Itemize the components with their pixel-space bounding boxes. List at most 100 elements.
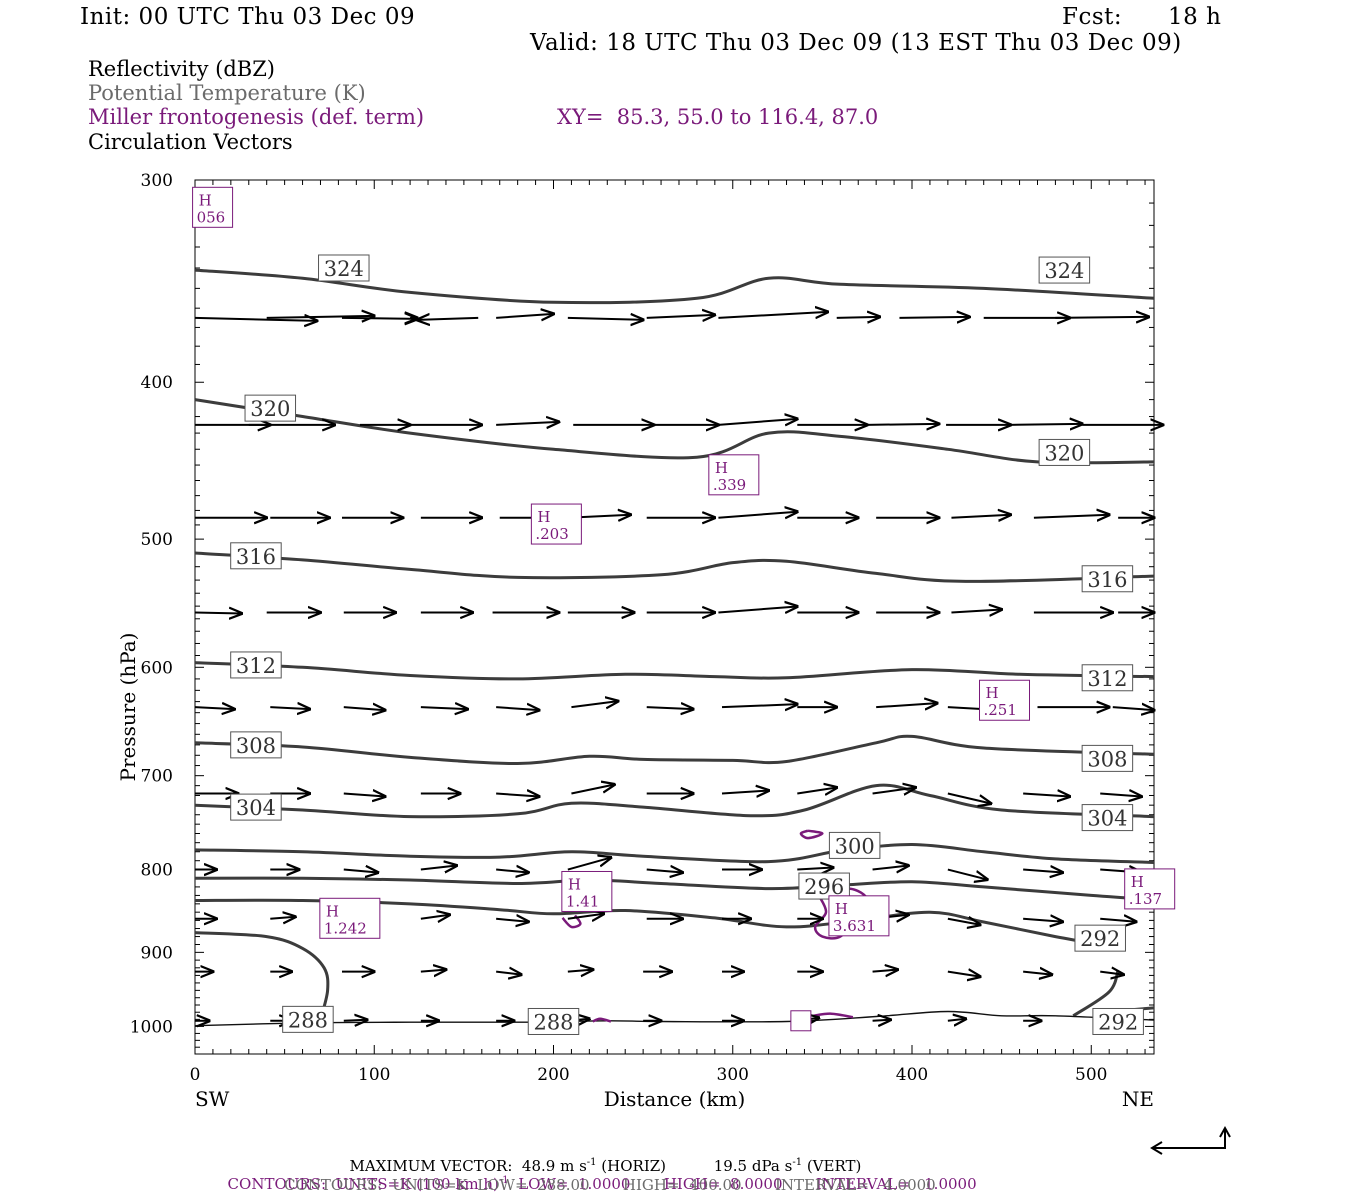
fcst-label: Fcst:: [1062, 4, 1123, 30]
frontogenesis-max-value: .137: [1129, 890, 1162, 908]
theta-label: 312: [236, 654, 276, 678]
circulation-vector: [496, 870, 528, 873]
circulation-vector: [270, 917, 295, 919]
x-tick-label: 300: [717, 1065, 749, 1085]
circulation-vector: [266, 316, 375, 318]
circulation-vector: [718, 419, 797, 425]
frontogenesis-contour: [813, 1012, 854, 1019]
circulation-vector: [1023, 870, 1062, 873]
circulation-vector: [947, 1019, 966, 1021]
x-tick-label: 100: [358, 1065, 390, 1085]
frontogenesis-max-value: 056: [197, 208, 226, 226]
frontogenesis-contour: [799, 829, 824, 840]
circulation-vector: [947, 868, 987, 880]
theta-label: 288: [288, 1008, 328, 1032]
theta-contour-line: [194, 783, 1155, 819]
circulation-vector: [797, 868, 833, 870]
circulation-vector: [194, 707, 234, 709]
contours-theta-note: CONTOURS: UNITS=K LOW= 288.00 HIGH= 400.…: [284, 1176, 936, 1194]
frontogenesis-max-label: H: [199, 191, 212, 209]
circulation-vector: [836, 317, 880, 318]
axis-labels: 0 100 200 300 400 500 300 400 500 600 700 800 900 100…: [116, 171, 1154, 1111]
theta-label: 288: [533, 1010, 573, 1034]
circulation-vector: [872, 1020, 891, 1021]
theta-label-box: [230, 542, 282, 570]
circulation-vector: [947, 919, 980, 925]
theta-label-box: [282, 1005, 334, 1033]
frontogenesis-contour: [592, 1017, 612, 1023]
frontogenesis-contour: [561, 914, 582, 929]
theta-label: 316: [236, 545, 276, 569]
circulation-vector: [420, 707, 468, 709]
theta-contour-line: [194, 931, 330, 1020]
theta-label: 292: [1080, 927, 1120, 951]
max-vector-sup-2: -1: [792, 1157, 803, 1168]
circulation-vector: [718, 512, 797, 518]
frontogenesis-max-box: [828, 895, 890, 937]
circulation-vector: [899, 317, 969, 318]
frontogenesis-max-value: 3.631: [833, 917, 876, 935]
circulation-vector: [343, 1020, 367, 1021]
circulation-vector: [571, 785, 614, 795]
y-tick-label: 800: [141, 861, 173, 881]
frontogenesis-max-box: [1124, 868, 1176, 910]
circulation-vector: [194, 612, 242, 613]
y-axis-label: Pressure (hPa): [116, 633, 140, 782]
circulation-vector: [1112, 707, 1154, 710]
x-tick-label: 400: [896, 1065, 928, 1085]
frontogenesis-max-box: [561, 870, 613, 912]
field-circulation: Circulation Vectors: [88, 130, 293, 154]
contours1-suffix: LOW= 1.0000 HIGH= 8.0000 INTERVAL= 1.000…: [508, 1175, 977, 1193]
init-time: Init: 00 UTC Thu 03 Dec 09: [80, 4, 416, 30]
circulation-vector: [496, 314, 553, 318]
field-theta: Potential Temperature (K): [88, 81, 366, 105]
frontogenesis-max-label: H: [986, 684, 999, 702]
theta-label-box: [1081, 744, 1134, 772]
max-vector-note: MAXIMUM VECTOR: 48.9 m s-1 (HORIZ) 19.5 …: [340, 1139, 862, 1175]
circulation-vector: [1100, 972, 1123, 975]
frontogenesis-max-box: [790, 1010, 812, 1032]
circulation-vector: [343, 870, 378, 873]
circulation-vector: [496, 707, 539, 710]
field-reflectivity: Reflectivity (dBZ): [88, 57, 276, 81]
theta-label: 316: [1087, 568, 1127, 592]
circulation-vector: [872, 970, 898, 972]
theta-label: 320: [250, 397, 290, 421]
x-axis-label: Distance (km): [604, 1087, 746, 1111]
circulation-vector: [797, 788, 836, 794]
frontogenesis-max-label: H: [835, 900, 848, 918]
cross-section-xy: XY= 85.3, 55.0 to 116.4, 87.0: [557, 105, 879, 129]
x-tick-label: 200: [537, 1065, 569, 1085]
frontogenesis-max-box: [192, 186, 234, 228]
max-vector-mid: (HORIZ) 19.5 dPa s: [596, 1157, 793, 1175]
theta-label: 320: [1044, 441, 1084, 465]
y-tick-label: 600: [141, 658, 173, 678]
circulation-vector: [947, 972, 980, 977]
endpoint-sw: SW: [195, 1087, 230, 1111]
theta-label-box: [828, 831, 881, 859]
theta-label: 304: [1087, 807, 1127, 831]
theta-label-box: [1081, 565, 1134, 593]
circulation-vector: [567, 318, 643, 320]
circulation-vector: [721, 791, 769, 794]
field-frontogenesis: Miller frontogenesis (def. term): [88, 105, 425, 129]
x-tick-label: 0: [190, 1065, 201, 1085]
theta-label: 308: [236, 734, 276, 758]
circulation-vector: [567, 858, 611, 871]
max-vector-sup-1: -1: [586, 1157, 597, 1168]
circulation-vector: [1100, 919, 1136, 922]
circulation-vectors: [194, 312, 1163, 1021]
circulation-vector: [1033, 515, 1109, 518]
valid-time: Valid: 18 UTC Thu 03 Dec 09 (13 EST Thu …: [530, 30, 1182, 56]
frontogenesis-max-box: [319, 897, 381, 939]
max-vector-prefix: MAXIMUM VECTOR: 48.9 m s: [349, 1157, 587, 1175]
theta-label-box: [244, 394, 297, 422]
x-tick-label: 500: [1075, 1065, 1107, 1085]
theta-contour-line: [194, 876, 1155, 902]
circulation-vector: [1100, 794, 1141, 797]
y-tick-label: 900: [141, 943, 173, 963]
surface-line: [194, 1010, 1155, 1027]
frontogenesis-max-box: [708, 454, 760, 496]
frontogenesis-max-value: .339: [713, 476, 746, 494]
circulation-vector: [496, 794, 539, 797]
